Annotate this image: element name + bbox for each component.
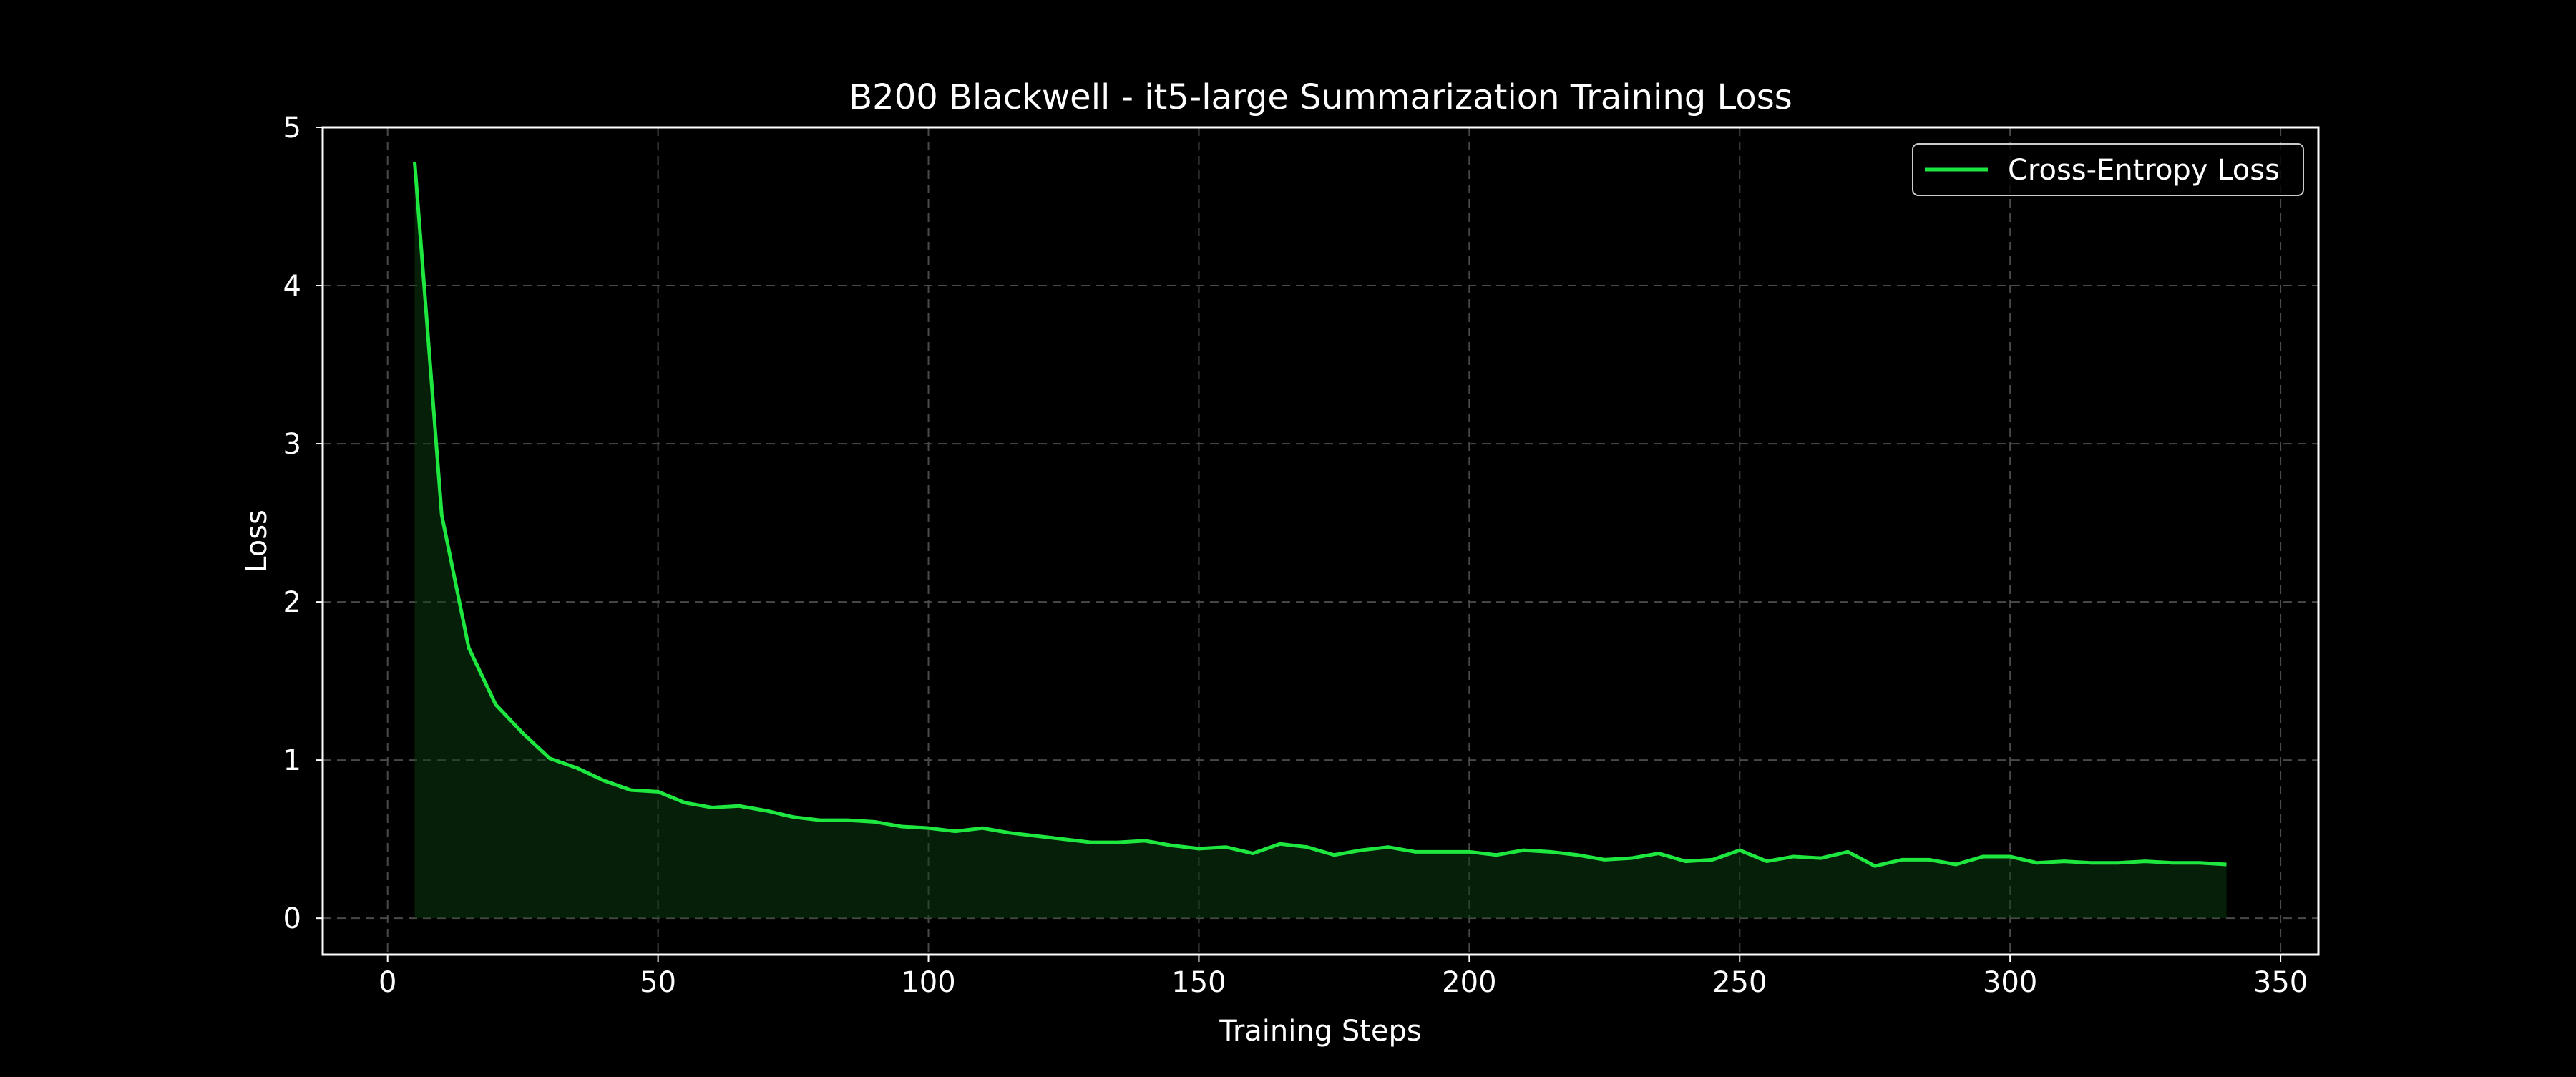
x-axis-ticks: 0 50 100 150 200 250 300 350 (379, 955, 2308, 999)
y-tick-label: 4 (283, 270, 301, 303)
series-line-layer (412, 162, 2227, 868)
loss-series-line (412, 162, 2227, 868)
legend: Cross-Entropy Loss (1912, 143, 2304, 196)
y-tick-label: 1 (283, 744, 301, 777)
x-tick-label: 100 (901, 966, 955, 999)
loss-area-fill (414, 162, 2227, 919)
x-tick-label: 150 (1171, 966, 1226, 999)
y-tick-label: 0 (283, 902, 301, 935)
x-tick-label: 300 (1983, 966, 2037, 999)
x-axis-label: Training Steps (1219, 1015, 1421, 1048)
y-tick-label: 5 (283, 112, 301, 145)
y-axis-ticks: 0 1 2 3 4 5 (283, 112, 323, 935)
chart-title: B200 Blackwell - it5-large Summarization… (849, 77, 1792, 117)
legend-box (1912, 143, 2304, 196)
plot-frame (321, 126, 2320, 956)
x-tick-label: 50 (640, 966, 676, 999)
x-tick-label: 350 (2253, 966, 2308, 999)
y-tick-label: 2 (283, 586, 301, 619)
x-tick-label: 250 (1712, 966, 1767, 999)
area-fill-layer (414, 162, 2227, 919)
legend-label: Cross-Entropy Loss (2008, 154, 2280, 187)
y-tick-label: 3 (283, 428, 301, 461)
x-tick-label: 0 (379, 966, 396, 999)
x-tick-label: 200 (1442, 966, 1496, 999)
y-axis-label: Loss (240, 510, 273, 572)
